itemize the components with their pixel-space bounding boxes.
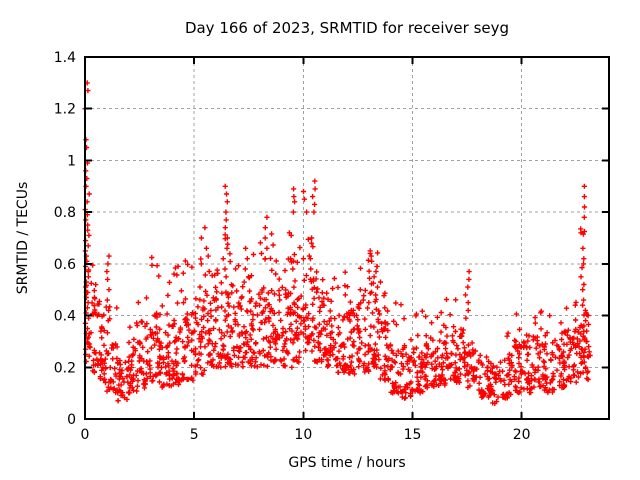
plot-border xyxy=(84,56,610,420)
x-tick-label: 20 xyxy=(513,427,531,443)
x-tick-label: 15 xyxy=(404,427,422,443)
y-tick-label: 0.4 xyxy=(54,309,76,325)
y-tick-label: 1.2 xyxy=(54,102,76,118)
y-axis-label: SRMTID / TECUs xyxy=(15,182,31,295)
x-tick-label: 5 xyxy=(190,427,199,443)
gridlines xyxy=(85,57,609,419)
x-tick-label: 0 xyxy=(81,427,90,443)
y-tick-label: 0 xyxy=(67,412,76,428)
scatter-points xyxy=(82,80,593,406)
x-tick-label: 10 xyxy=(294,427,312,443)
y-tick-label: 1.4 xyxy=(54,50,76,66)
x-axis-label: GPS time / hours xyxy=(288,455,405,471)
y-tick-label: 1 xyxy=(67,153,76,169)
chart-title: Day 166 of 2023, SRMTID for receiver sey… xyxy=(185,19,509,37)
tick-labels: 0 5 10 15 20 0 0.2 0.4 0.6 0.8 1 1.2 1.4 xyxy=(54,50,531,443)
y-tick-label: 0.2 xyxy=(54,360,76,376)
y-tick-label: 0.8 xyxy=(54,205,76,221)
axis-ticks xyxy=(84,56,609,420)
y-tick-label: 0.6 xyxy=(54,257,76,273)
